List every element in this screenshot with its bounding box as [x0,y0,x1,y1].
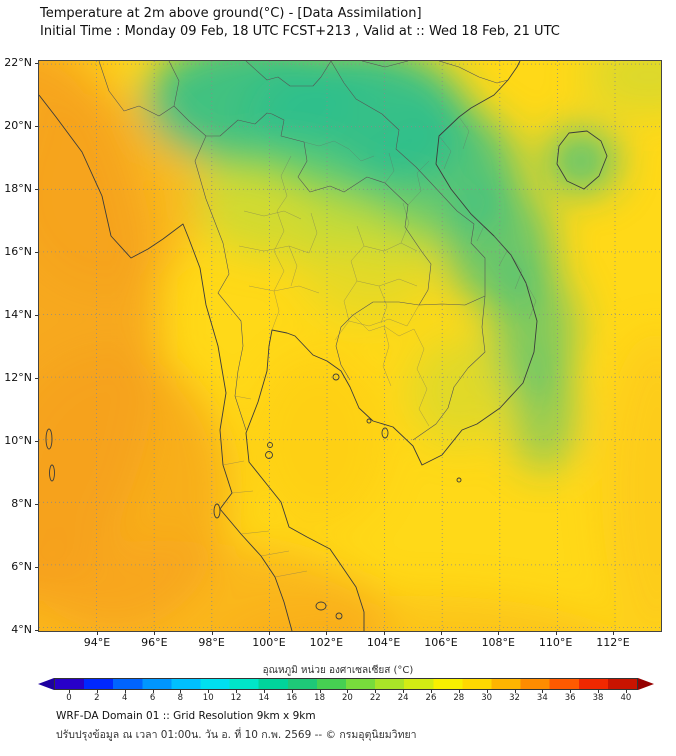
domain-info: WRF-DA Domain 01 :: Grid Resolution 9km … [56,710,316,722]
lon-tick-label: 102°E [306,631,346,650]
colorbar-tick-label: 12 [226,689,246,703]
colorbar-tick-label: 16 [282,689,302,703]
colorbar-tick-labels: 0 2 4 6 8 10 12 14 16 18 20 22 24 26 28 30 32 34 36 38 40 [59,689,636,703]
colorbar-tick-label: 6 [143,689,163,703]
lat-tick-label: 16°N [4,245,39,258]
colorbar-title: อุณหภูมิ หน่วย องศาเซลเซียส (°C) [262,665,414,676]
lat-tick-label: 4°N [11,623,39,636]
latitude-axis: 22°N 20°N 18°N 16°N 14°N 12°N 10°N 8°N 6°N 4°N [0,56,39,637]
colorbar-gradient [54,677,638,690]
colorbar-tick-label: 40 [616,689,636,703]
colorbar [38,677,654,690]
lat-tick-label: 14°N [4,308,39,321]
page-title: Temperature at 2m above ground(°C) - [Da… [40,6,422,21]
lat-tick-label: 8°N [11,497,39,510]
colorbar-tick-label: 26 [421,689,441,703]
colorbar-tick-label: 0 [59,689,79,703]
colorbar-tick-label: 4 [115,689,135,703]
lon-tick-label: 96°E [134,631,174,650]
longitude-axis: 94°E 96°E 98°E 100°E 102°E 104°E 106°E 108°E 110… [77,631,633,650]
lat-tick-label: 20°N [4,119,39,132]
colorbar-tick-label: 10 [198,689,218,703]
colorbar-tick-label: 22 [365,689,385,703]
lon-tick-label: 94°E [77,631,117,650]
colorbar-tick-label: 32 [505,689,525,703]
colorbar-tick-label: 8 [170,689,190,703]
temperature-map [39,61,661,631]
update-info: ปรับปรุงข้อมูล ณ เวลา 01:00น. วัน อ. ที่… [56,729,417,741]
lat-tick-label: 22°N [4,56,39,69]
colorbar-tick-label: 34 [532,689,552,703]
lon-tick-label: 100°E [249,631,289,650]
colorbar-tick-label: 2 [87,689,107,703]
lat-tick-label: 18°N [4,182,39,195]
map-plot-area [38,60,662,632]
lon-tick-label: 108°E [478,631,518,650]
borders-layer [98,61,509,441]
colorbar-tick-label: 18 [310,689,330,703]
lat-tick-label: 10°N [4,434,39,447]
lat-tick-label: 12°N [4,371,39,384]
lon-tick-label: 106°E [421,631,461,650]
colorbar-tick-label: 28 [449,689,469,703]
province-borders-layer [222,116,537,578]
page-subtitle: Initial Time : Monday 09 Feb, 18 UTC FCS… [40,24,560,39]
colorbar-tick-label: 36 [560,689,580,703]
colorbar-tick-label: 14 [254,689,274,703]
colorbar-left-arrow [38,677,54,690]
colorbar-tick-label: 24 [393,689,413,703]
lon-tick-label: 104°E [364,631,404,650]
colorbar-tick-label: 20 [337,689,357,703]
colorbar-tick-label: 30 [477,689,497,703]
colorbar-tick-label: 38 [588,689,608,703]
lon-tick-label: 110°E [536,631,576,650]
coastline-layer [39,61,608,631]
temperature-field-layer [39,61,661,631]
lon-tick-label: 98°E [192,631,232,650]
lon-tick-label: 112°E [593,631,633,650]
lat-tick-label: 6°N [11,560,39,573]
colorbar-right-arrow [638,677,654,690]
